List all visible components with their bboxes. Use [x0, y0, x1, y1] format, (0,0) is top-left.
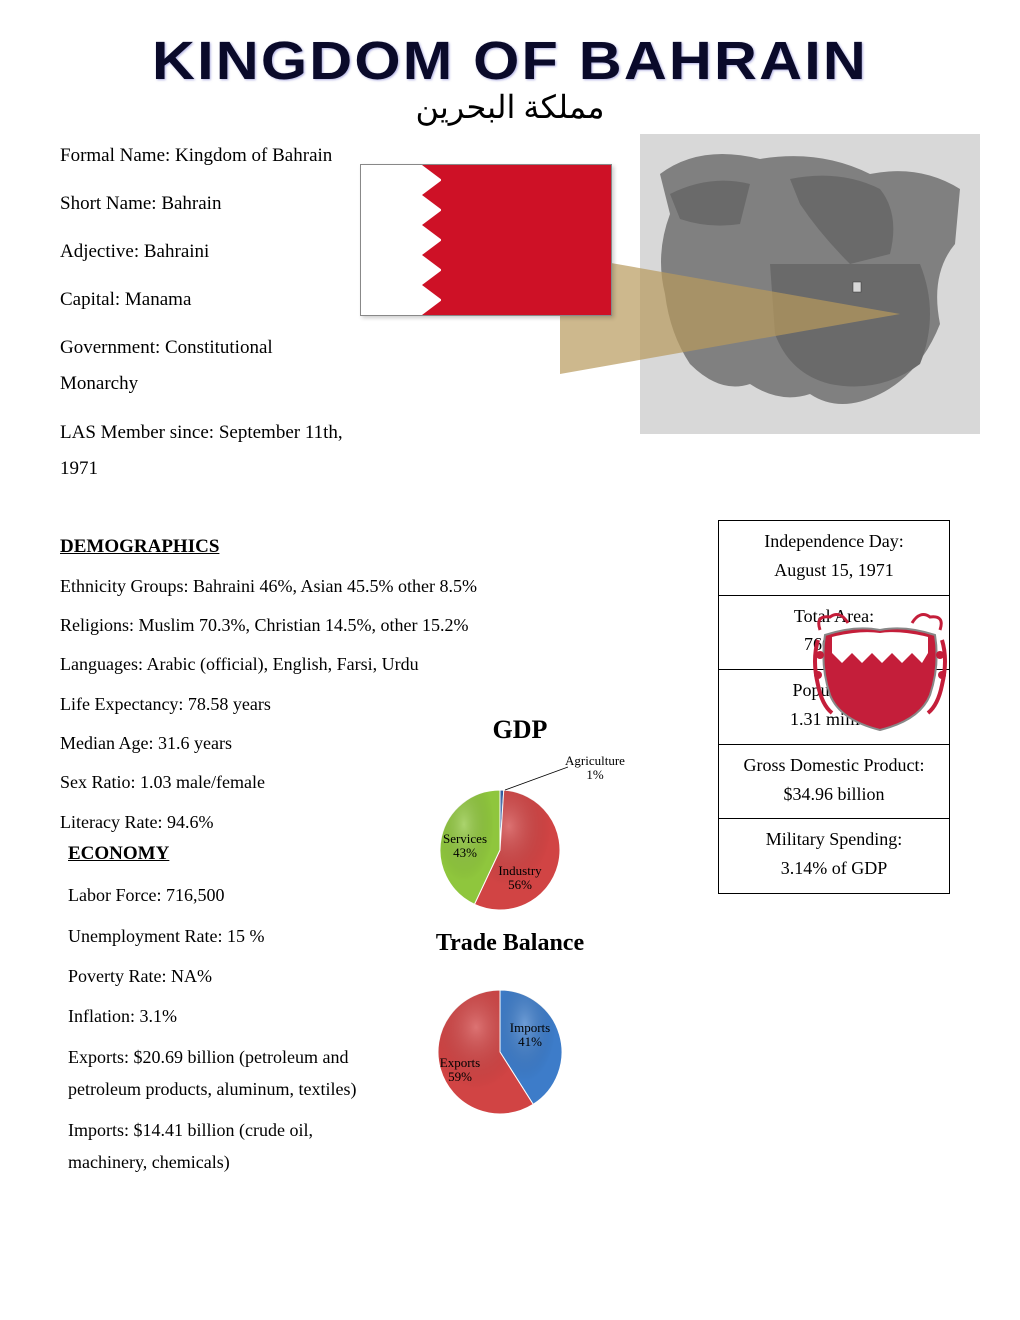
svg-text:Industry: Industry	[498, 863, 542, 878]
page-title: KINGDOM OF BAHRAIN	[15, 30, 1005, 92]
fact-adjective: Adjective: Bahraini	[60, 234, 350, 270]
fact-capital: Capital: Manama	[60, 282, 350, 318]
fact-las: LAS Member since: September 11th, 1971	[60, 415, 350, 487]
econ-labor: Labor Force: 716,500	[68, 879, 388, 911]
independence-value: August 15, 1971	[774, 560, 894, 580]
fact-formal: Formal Name: Kingdom of Bahrain	[60, 138, 350, 174]
gdp-label: Gross Domestic Product:	[744, 755, 925, 775]
flag-icon	[360, 164, 612, 316]
econ-imports: Imports: $14.41 billion (crude oil, mach…	[68, 1114, 388, 1179]
coat-of-arms-icon	[810, 605, 950, 735]
trade-chart-title: Trade Balance	[380, 930, 640, 957]
econ-exports: Exports: $20.69 billion (petroleum and p…	[68, 1041, 388, 1106]
econ-poverty: Poverty Rate: NA%	[68, 960, 388, 992]
military-value: 3.14% of GDP	[781, 858, 888, 878]
military-label: Military Spending:	[766, 829, 903, 849]
fact-government: Government: Constitutional Monarchy	[60, 330, 350, 402]
demo-ethnicity: Ethnicity Groups: Bahraini 46%, Asian 45…	[60, 570, 500, 603]
demo-languages: Languages: Arabic (official), English, F…	[60, 648, 500, 681]
callout-icon	[560, 254, 910, 374]
svg-text:Agriculture: Agriculture	[565, 753, 625, 768]
demo-religions: Religions: Muslim 70.3%, Christian 14.5%…	[60, 609, 500, 642]
trade-pie-icon: Imports41% Exports59%	[380, 957, 640, 1127]
svg-text:43%: 43%	[453, 845, 477, 860]
gdp-chart: GDP Agriculture1% Industry56% Services43%	[400, 715, 640, 930]
table-row: Military Spending: 3.14% of GDP	[719, 819, 949, 893]
table-row: Independence Day: August 15, 1971	[719, 521, 949, 596]
svg-text:41%: 41%	[518, 1034, 542, 1049]
fact-short: Short Name: Bahrain	[60, 186, 350, 222]
table-row: Gross Domestic Product: $34.96 billion	[719, 745, 949, 820]
econ-inflation: Inflation: 3.1%	[68, 1000, 388, 1032]
svg-text:56%: 56%	[508, 877, 532, 892]
econ-unemployment: Unemployment Rate: 15 %	[68, 920, 388, 952]
gdp-chart-title: GDP	[400, 715, 640, 745]
independence-label: Independence Day:	[764, 531, 903, 551]
facts-block: Formal Name: Kingdom of Bahrain Short Na…	[60, 134, 350, 499]
economy-heading: ECONOMY	[68, 837, 388, 871]
svg-text:59%: 59%	[448, 1069, 472, 1084]
svg-text:1%: 1%	[586, 767, 604, 782]
economy-block: ECONOMY Labor Force: 716,500 Unemploymen…	[68, 835, 388, 1186]
gdp-pie-icon: Agriculture1% Industry56% Services43%	[400, 745, 640, 925]
demographics-heading: DEMOGRAPHICS	[60, 529, 500, 564]
gdp-value: $34.96 billion	[783, 784, 884, 804]
subtitle-arabic: مملكة البحرين	[60, 88, 960, 126]
svg-text:Exports: Exports	[440, 1055, 480, 1070]
svg-text:Services: Services	[443, 831, 487, 846]
svg-text:Imports: Imports	[510, 1020, 550, 1035]
trade-chart: Trade Balance Imports41% Exports59%	[380, 930, 640, 1132]
